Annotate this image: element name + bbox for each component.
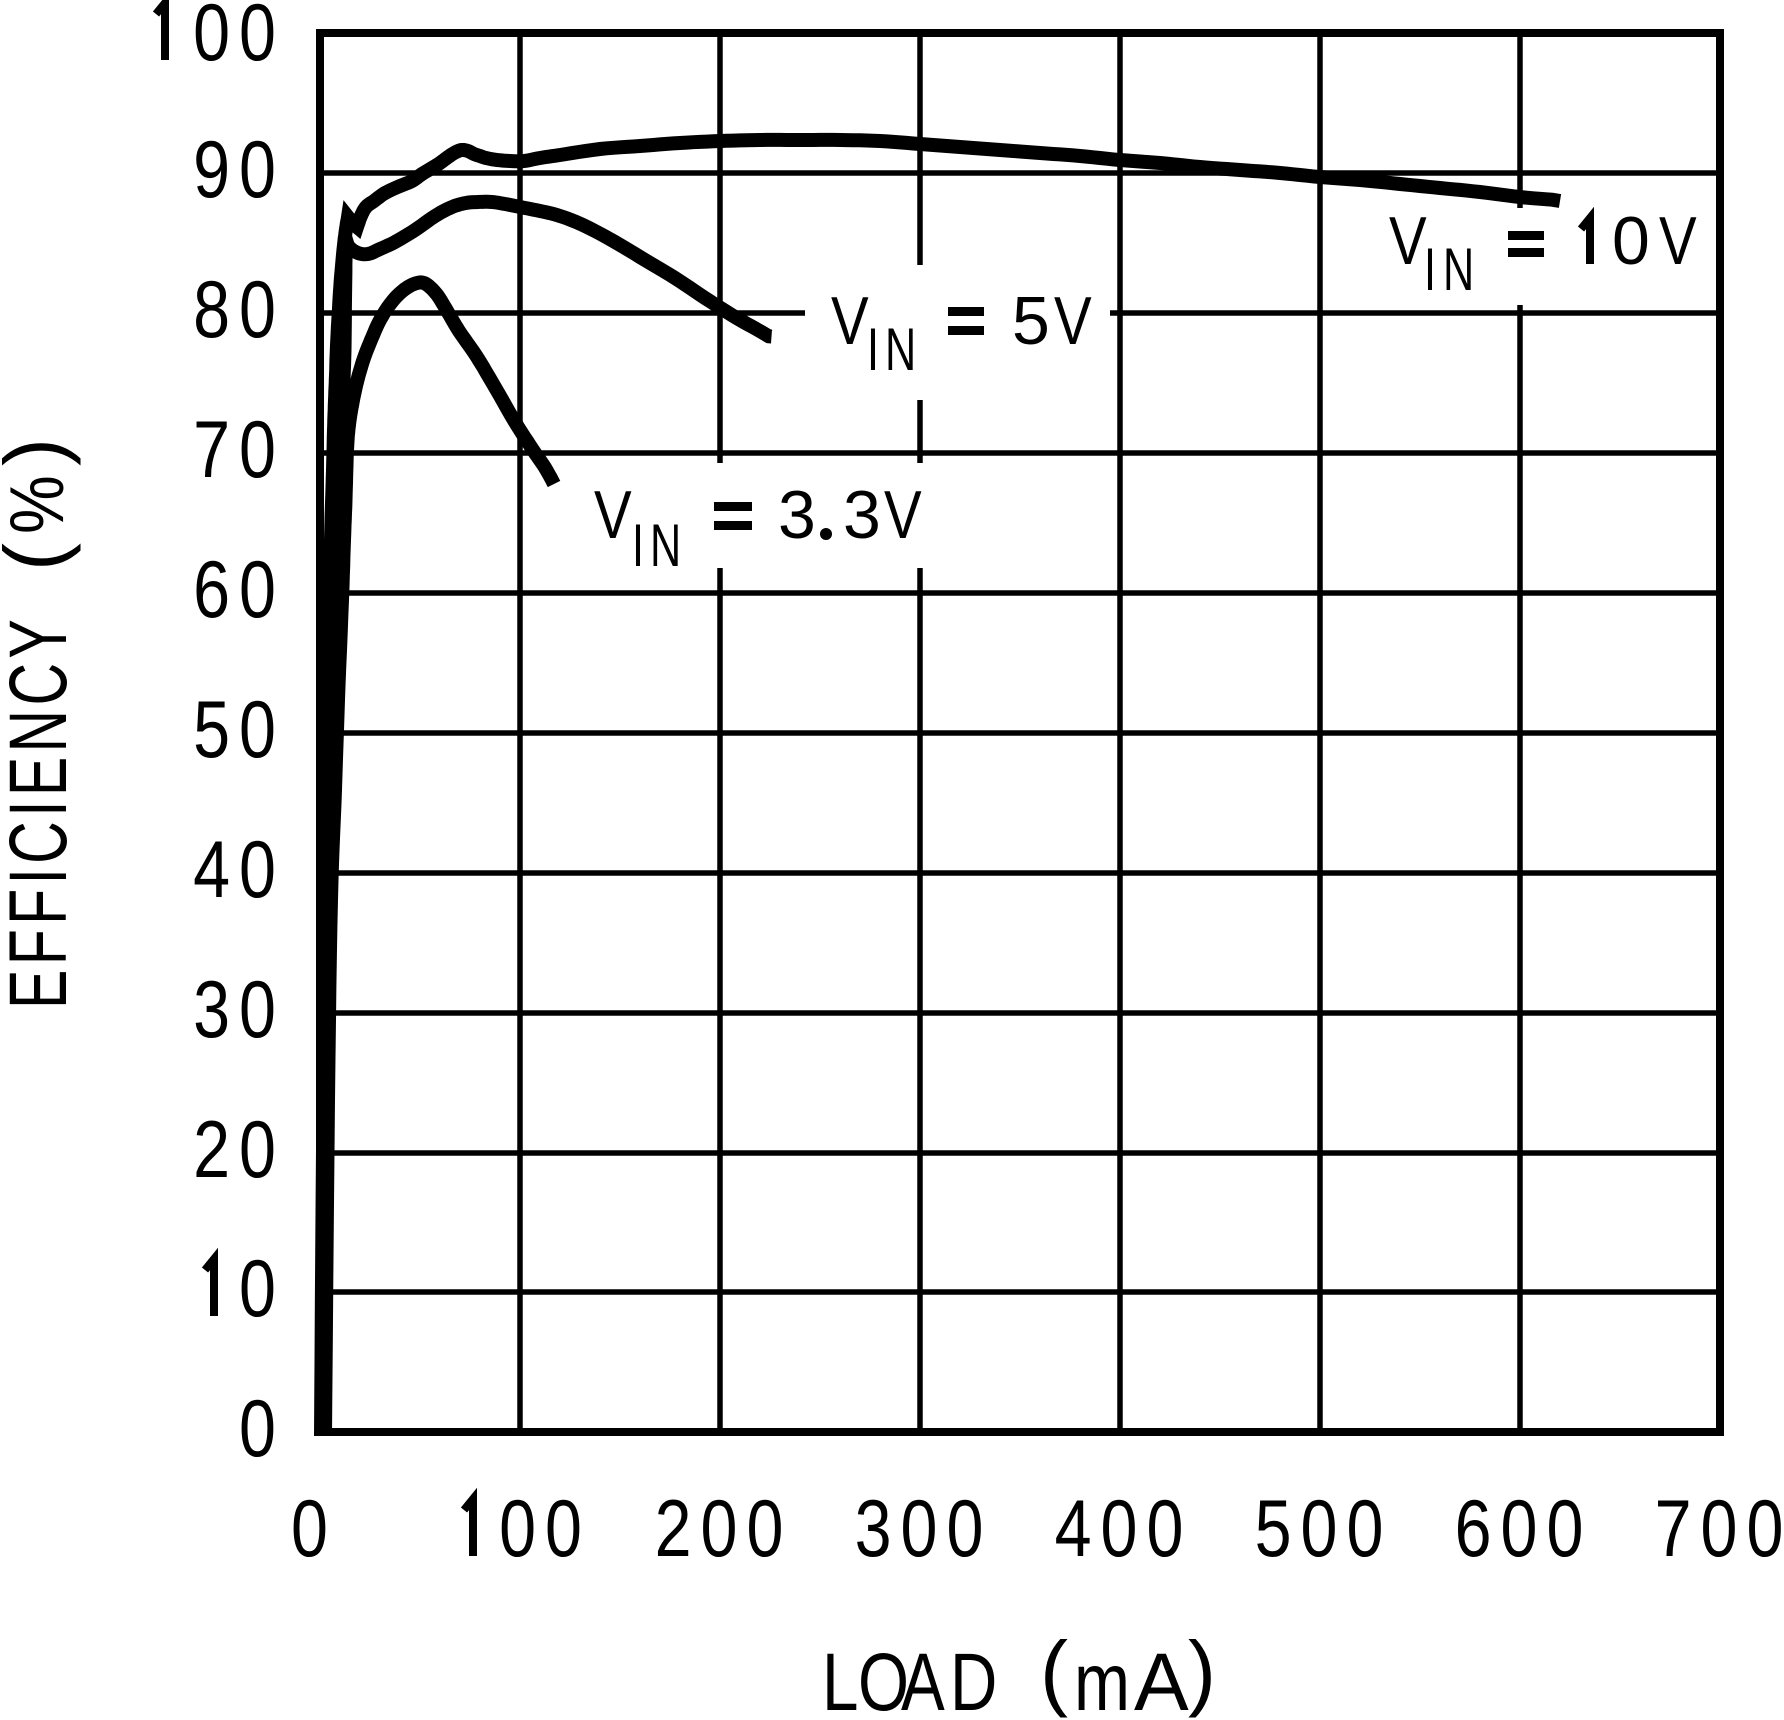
svg-text:D: D (950, 1636, 997, 1720)
svg-text:0: 0 (291, 1483, 337, 1574)
svg-text:V: V (1389, 203, 1427, 279)
svg-text:A: A (1134, 1637, 1189, 1720)
svg-text:20: 20 (193, 1104, 285, 1195)
svg-text:70: 70 (193, 404, 285, 495)
svg-text:I: I (1424, 237, 1436, 304)
svg-text:50: 50 (193, 684, 285, 775)
svg-text:90: 90 (193, 124, 285, 215)
svg-text:V: V (831, 283, 869, 359)
svg-text:V: V (884, 477, 922, 553)
svg-text:3: 3 (778, 477, 816, 553)
svg-text:V: V (594, 477, 632, 553)
svg-text:200: 200 (655, 1483, 793, 1574)
svg-text:V: V (1659, 203, 1697, 279)
svg-text:0: 0 (239, 1243, 285, 1334)
svg-text:300: 300 (855, 1483, 993, 1574)
svg-text:I: I (867, 317, 879, 384)
svg-text:): ) (0, 438, 81, 466)
svg-text:0: 0 (239, 1383, 285, 1474)
svg-text:5: 5 (1012, 283, 1050, 359)
svg-text:600: 600 (1455, 1483, 1593, 1574)
svg-text:N: N (650, 513, 681, 580)
svg-text:60: 60 (193, 544, 285, 635)
svg-text:I: I (632, 513, 644, 580)
svg-text:30: 30 (193, 964, 285, 1055)
svg-text:3: 3 (843, 477, 881, 553)
svg-text:N: N (1443, 237, 1474, 304)
svg-text:N: N (885, 317, 916, 384)
svg-text:L: L (822, 1636, 858, 1720)
svg-text:00: 00 (499, 1483, 591, 1574)
svg-text:40: 40 (193, 824, 285, 915)
svg-text:EFFICIENCY: EFFICIENCY (0, 615, 84, 1009)
svg-text:A: A (901, 1636, 945, 1720)
svg-text:m: m (1074, 1636, 1130, 1720)
svg-text:0: 0 (1612, 203, 1650, 279)
svg-text:%: % (0, 475, 80, 534)
svg-text:O: O (858, 1636, 909, 1720)
svg-text:00: 00 (193, 0, 285, 77)
svg-text:80: 80 (193, 264, 285, 355)
svg-text:): ) (1188, 1624, 1216, 1718)
svg-text:400: 400 (1055, 1483, 1193, 1574)
svg-text:V: V (1054, 283, 1092, 359)
svg-text:(: ( (0, 543, 81, 571)
svg-text:(: ( (1040, 1624, 1068, 1718)
svg-text:700: 700 (1655, 1483, 1784, 1574)
svg-text:500: 500 (1255, 1483, 1393, 1574)
